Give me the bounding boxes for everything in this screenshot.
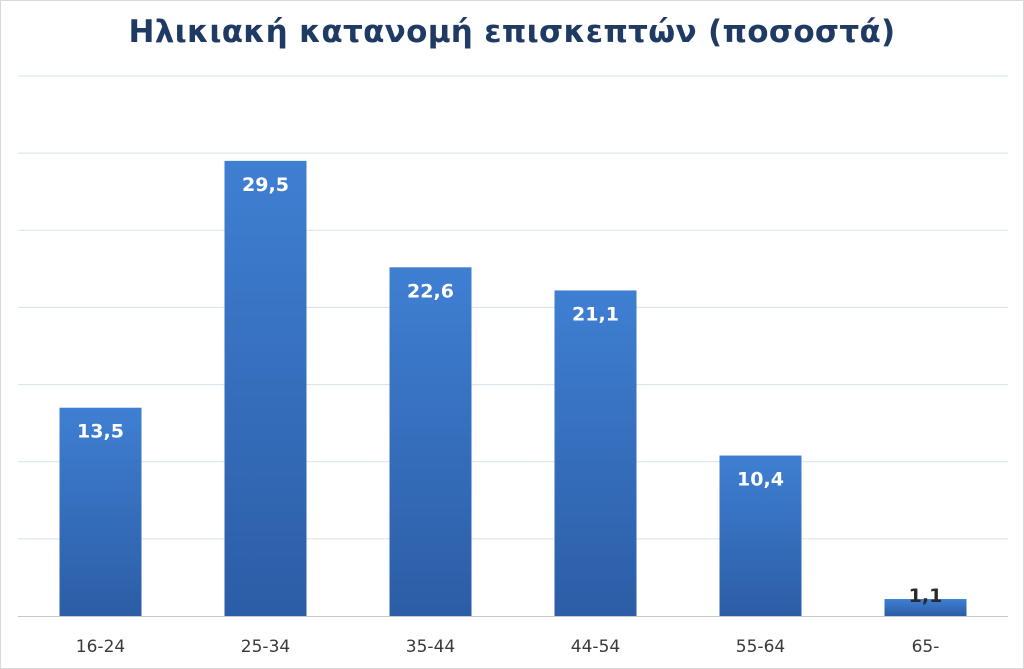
bar-16-24 [59, 407, 142, 616]
x-tick-label: 16-24 [76, 637, 125, 657]
x-tick-label: 55-64 [736, 637, 785, 657]
gridlines [18, 75, 1008, 540]
bars [59, 160, 967, 616]
bar-44-54 [554, 290, 637, 616]
bar-55-64 [719, 455, 802, 616]
x-axis: 16-24 25-34 35-44 44-54 55-64 65- [18, 616, 1008, 657]
data-label-65-: 1,1 [909, 585, 943, 607]
data-label-44-54: 21,1 [572, 303, 619, 325]
bar-65- [884, 599, 967, 616]
x-tick-label: 35-44 [406, 637, 455, 657]
x-tick-label: 44-54 [571, 637, 620, 657]
bar-35-44 [389, 267, 472, 616]
data-label-55-64: 10,4 [737, 469, 784, 491]
data-label-35-44: 22,6 [407, 280, 454, 302]
x-tick-label: 25-34 [241, 637, 290, 657]
bar-25-34 [224, 160, 307, 616]
data-label-16-24: 13,5 [77, 421, 124, 443]
chart-title: Ηλικιακή κατανομή επισκεπτών (ποσοστά) [128, 14, 896, 50]
data-label-25-34: 29,5 [242, 174, 289, 196]
data-labels: 13,5 29,5 22,6 21,1 10,4 1,1 [77, 174, 942, 607]
x-tick-label: 65- [912, 637, 940, 657]
